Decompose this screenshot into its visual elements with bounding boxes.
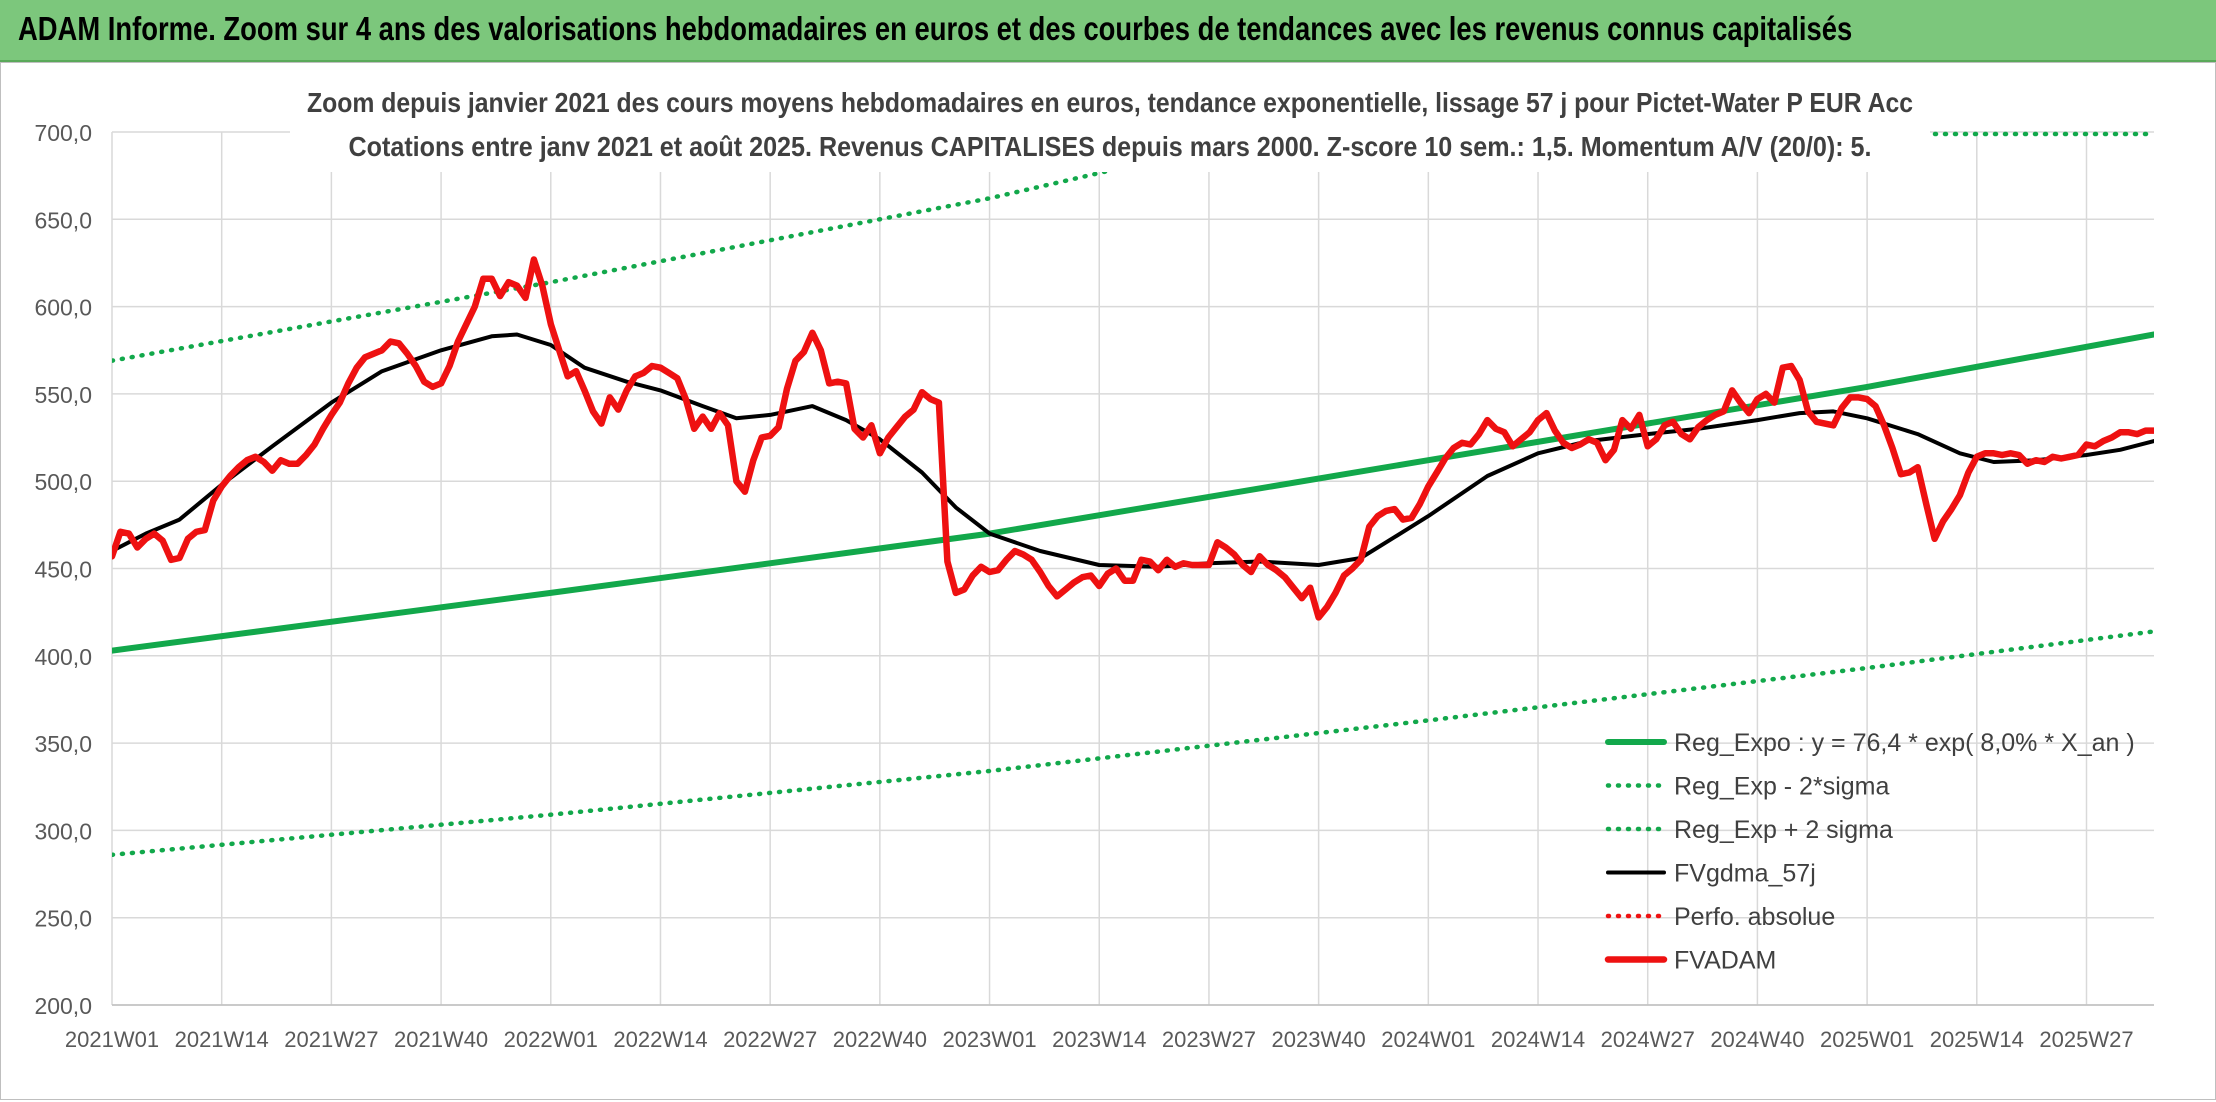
series-line-reg-exp-2-sigma — [112, 629, 2154, 858]
legend-label: FVADAM — [1674, 947, 1776, 975]
x-tick-label: 2021W40 — [394, 1027, 488, 1052]
legend-label: Reg_Expo : y = 76,4 * exp( 8,0% * X_an ) — [1674, 729, 2135, 757]
legend-label: FVgdma_57j — [1674, 860, 1816, 888]
legend-label: Reg_Exp - 2*sigma — [1674, 773, 1889, 801]
legend-label: Reg_Exp + 2 sigma — [1674, 816, 1893, 844]
banner-title: ADAM Informe. Zoom sur 4 ans des valoris… — [18, 10, 1853, 47]
y-tick-label: 250,0 — [34, 906, 92, 932]
x-tick-label: 2024W14 — [1491, 1027, 1585, 1052]
y-tick-label: 650,0 — [34, 207, 92, 233]
x-tick-label: 2025W14 — [1930, 1027, 2024, 1052]
x-tick-label: 2024W40 — [1710, 1027, 1804, 1052]
x-tick-label: 2025W01 — [1820, 1027, 1914, 1052]
chart-subtitle: Cotations entre janv 2021 et août 2025. … — [349, 131, 1872, 162]
title-background — [290, 62, 1930, 172]
legend: Reg_Expo : y = 76,4 * exp( 8,0% * X_an )… — [1604, 729, 2135, 975]
y-tick-label: 350,0 — [34, 731, 92, 757]
legend-label: Perfo. absolue — [1674, 903, 1835, 931]
y-tick-label: 200,0 — [34, 993, 92, 1019]
x-tick-label: 2022W14 — [613, 1027, 707, 1052]
y-tick-label: 300,0 — [34, 818, 92, 844]
x-tick-label: 2023W27 — [1162, 1027, 1256, 1052]
x-tick-label: 2023W40 — [1272, 1027, 1366, 1052]
x-tick-label: 2022W27 — [723, 1027, 817, 1052]
y-tick-label: 600,0 — [34, 295, 92, 321]
y-tick-label: 400,0 — [34, 644, 92, 670]
x-tick-label: 2021W14 — [175, 1027, 269, 1052]
x-tick-label: 2022W40 — [833, 1027, 927, 1052]
x-tick-label: 2022W01 — [504, 1027, 598, 1052]
x-tick-label: 2021W27 — [284, 1027, 378, 1052]
chart-title: Zoom depuis janvier 2021 des cours moyen… — [307, 87, 1913, 118]
chart: 200,0 250,0 300,0 350,0 400,0 450,0 500,0 550,0… — [34, 62, 2157, 1052]
chart-title-block: Zoom depuis janvier 2021 des cours moyen… — [290, 62, 1930, 172]
x-tick-label: 2024W27 — [1601, 1027, 1695, 1052]
axes: 200,0 250,0 300,0 350,0 400,0 450,0 500,0 550,0… — [34, 120, 2154, 1052]
series-line-reg-expo-y-76-4-exp-8-0-x-an — [112, 331, 2154, 654]
x-tick-label: 2024W01 — [1381, 1027, 1475, 1052]
series-line-fvadam — [112, 256, 2154, 621]
y-tick-label: 550,0 — [34, 382, 92, 408]
y-tick-label: 500,0 — [34, 469, 92, 495]
header-banner: ADAM Informe. Zoom sur 4 ans des valoris… — [0, 0, 2216, 62]
series-layer — [112, 131, 2157, 858]
y-tick-label: 450,0 — [34, 557, 92, 583]
x-tick-label: 2021W01 — [65, 1027, 159, 1052]
x-tick-label: 2023W01 — [942, 1027, 1036, 1052]
x-tick-label: 2023W14 — [1052, 1027, 1146, 1052]
grid — [111, 131, 2154, 1006]
x-tick-label: 2025W27 — [2039, 1027, 2133, 1052]
y-tick-label: 700,0 — [34, 120, 92, 146]
